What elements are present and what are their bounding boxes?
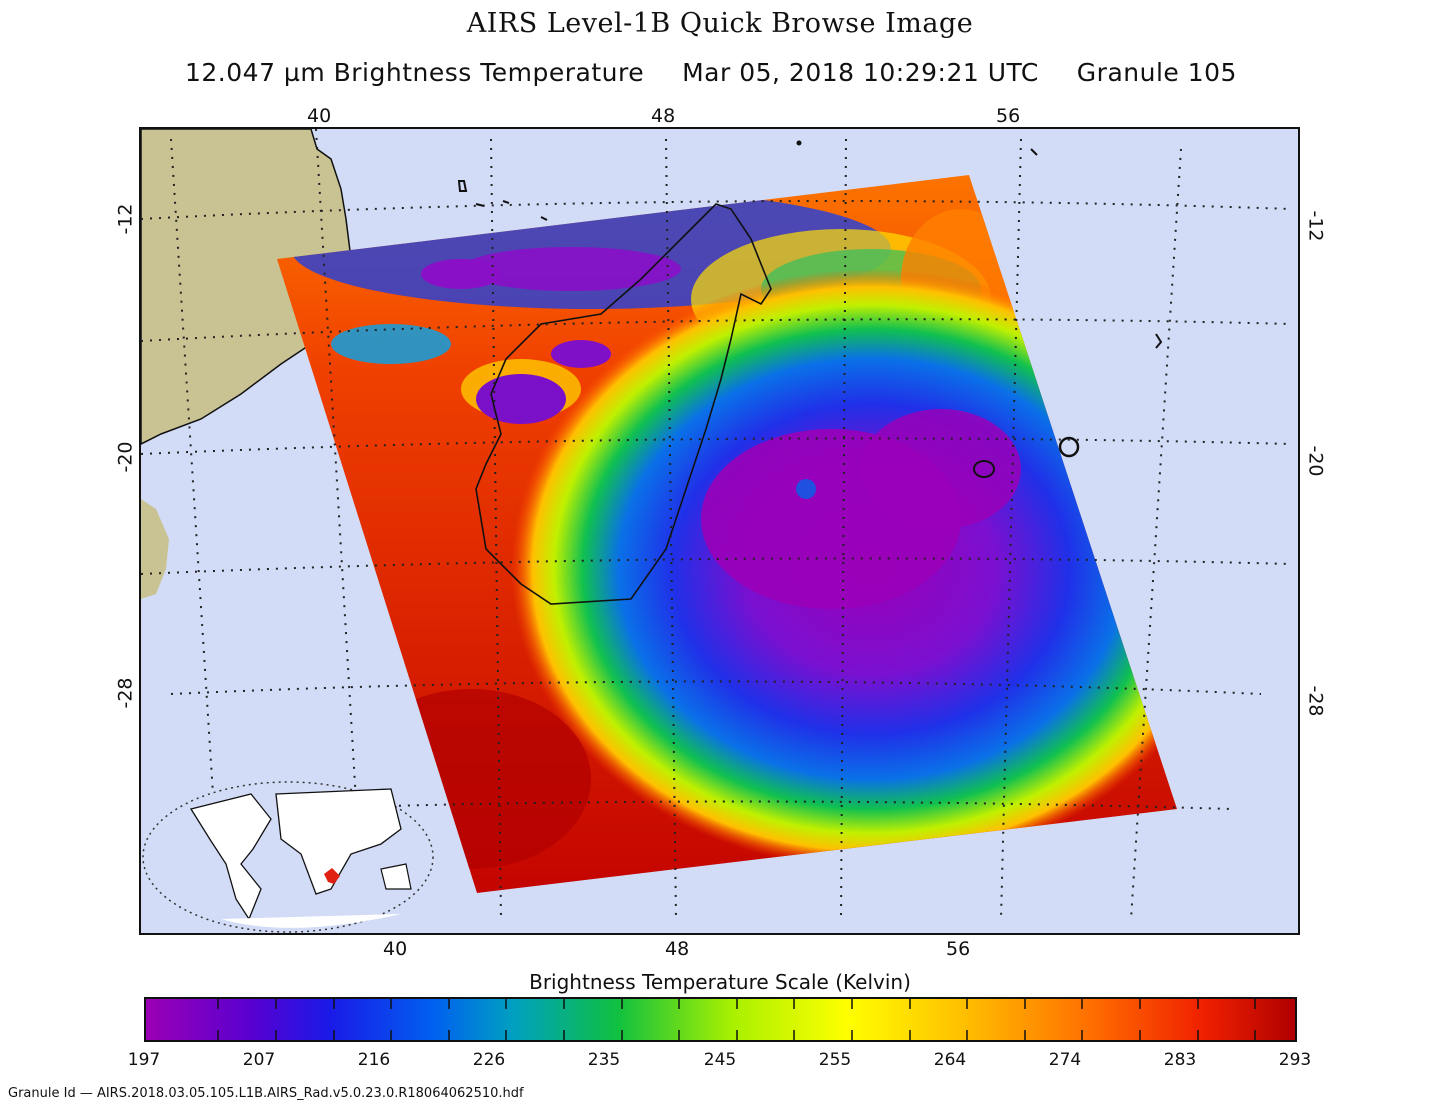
colorbar-tick: 283 <box>1163 1050 1197 1070</box>
madagascar-coastline <box>475 203 772 605</box>
colorbar-tick: 226 <box>472 1050 506 1070</box>
mauritius-island <box>1058 436 1080 458</box>
top-lon-label: 40 <box>307 105 332 127</box>
bottom-lon-label: 56 <box>946 938 971 960</box>
graticule <box>141 129 1292 920</box>
left-lat-label: -20 <box>114 441 137 473</box>
brightness-temperature-map <box>141 129 1292 933</box>
datetime-label: Mar 05, 2018 10:29:21 UTC <box>682 58 1039 87</box>
colorbar-tick: 197 <box>127 1050 161 1070</box>
world-locator-inset <box>142 781 434 933</box>
subtitle: 12.047 µm Brightness Temperature Mar 05, … <box>185 58 1237 87</box>
africa-landmass-south <box>141 499 169 599</box>
bottom-lon-label: 48 <box>665 938 690 960</box>
page-title: AIRS Level-1B Quick Browse Image <box>466 8 974 39</box>
colorbar-title: Brightness Temperature Scale (Kelvin) <box>529 970 911 994</box>
left-lat-label: -12 <box>114 203 137 235</box>
colorbar-tick: 264 <box>933 1050 967 1070</box>
reunion-island <box>973 460 995 478</box>
colorbar-tick: 235 <box>587 1050 621 1070</box>
right-lat-label: -20 <box>1304 445 1327 477</box>
granule-label: Granule 105 <box>1076 58 1237 87</box>
bottom-lon-label: 40 <box>383 938 408 960</box>
colorbar-tick: 255 <box>818 1050 852 1070</box>
colorbar-tick: 245 <box>703 1050 737 1070</box>
right-lat-label: -28 <box>1304 685 1327 717</box>
left-lat-label: -28 <box>114 677 137 709</box>
colorbar-tick: 293 <box>1278 1050 1312 1070</box>
granule-id: Granule Id — AIRS.2018.03.05.105.L1B.AIR… <box>8 1086 524 1101</box>
top-lon-label: 48 <box>651 105 676 127</box>
right-lat-label: -12 <box>1304 210 1327 242</box>
colorbar-tick: 274 <box>1048 1050 1082 1070</box>
top-lon-label: 56 <box>996 105 1021 127</box>
map-panel <box>139 127 1300 935</box>
colorbar-tick: 216 <box>357 1050 391 1070</box>
channel-label: 12.047 µm Brightness Temperature <box>185 58 645 87</box>
colorbar-tick: 207 <box>242 1050 276 1070</box>
colorbar <box>144 997 1297 1042</box>
